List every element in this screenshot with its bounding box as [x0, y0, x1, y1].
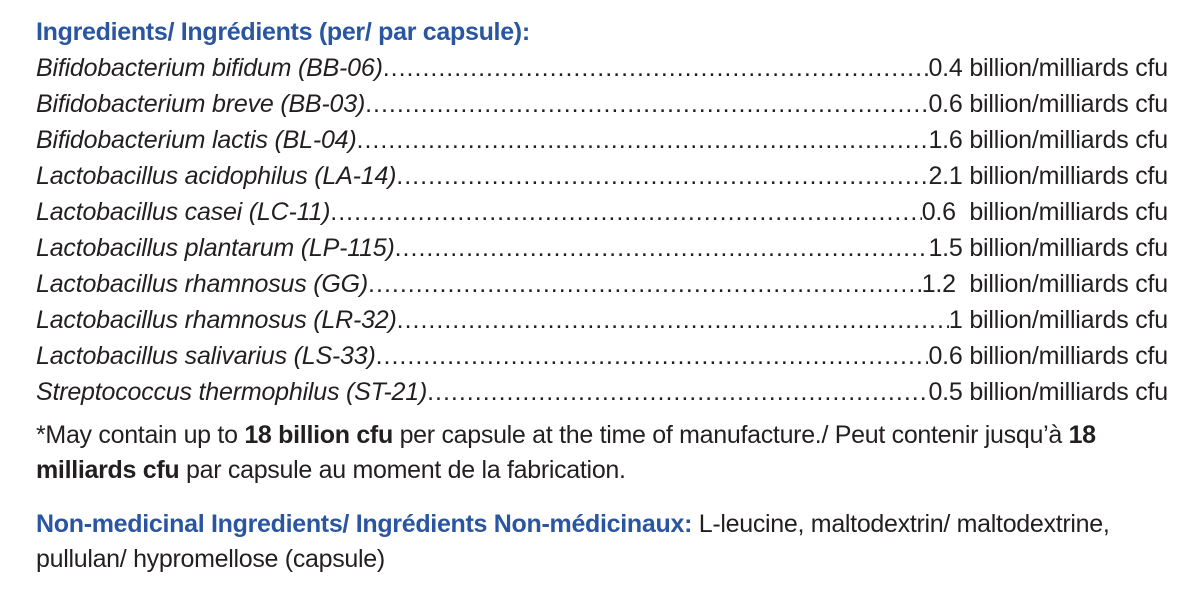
non-medicinal-ingredients: Non-medicinal Ingredients/ Ingrédients N…	[36, 507, 1168, 577]
footnote-text: par capsule au moment de la fabrication.	[179, 456, 626, 484]
footnote: *May contain up to 18 billion cfu per ca…	[36, 418, 1168, 488]
ingredients-panel: Ingredients/ Ingrédients (per/ par capsu…	[36, 14, 1168, 577]
ingredient-amount: 1.6 billion/milliards cfu	[928, 126, 1168, 154]
ingredient-name: Bifidobacterium breve (BB-03)	[36, 90, 366, 118]
footnote-text: *May contain up to	[36, 421, 245, 449]
ingredient-name: Lactobacillus rhamnosus (LR-32)	[36, 306, 397, 334]
ingredient-amount: 2.1 billion/milliards cfu	[928, 162, 1168, 190]
dot-leader	[376, 338, 929, 374]
non-medicinal-text: L-leucine, maltodextrin/ maltodextrine, …	[36, 510, 1110, 573]
ingredient-amount: 0.4 billion/milliards cfu	[928, 54, 1168, 82]
dot-leader	[397, 302, 949, 338]
ingredient-row: Lactobacillus casei (LC-11) 0.6 billion/m…	[36, 194, 1168, 230]
ingredients-heading: Ingredients/ Ingrédients (per/ par capsu…	[36, 18, 530, 46]
dot-leader	[357, 122, 929, 158]
ingredient-amount: 1.2 billion/milliards cfu	[921, 270, 1168, 298]
ingredient-row: Bifidobacterium bifidum (BB-06) 0.4 billi…	[36, 50, 1168, 86]
ingredient-name: Streptococcus thermophilus (ST-21)	[36, 378, 428, 406]
ingredient-row: Bifidobacterium lactis (BL-04) 1.6 billio…	[36, 122, 1168, 158]
ingredient-amount: 0.6 billion/milliards cfu	[921, 198, 1168, 226]
dot-leader	[365, 86, 928, 122]
footnote-bold: 18 milliards cfu	[36, 421, 1096, 484]
ingredient-row: Lactobacillus acidophilus (LA-14) 2.1 bil…	[36, 158, 1168, 194]
ingredients-list: Bifidobacterium bifidum (BB-06) 0.4 billi…	[36, 50, 1168, 410]
ingredient-amount: 0.5 billion/milliards cfu	[928, 378, 1168, 406]
dot-leader	[396, 158, 928, 194]
ingredient-row: Bifidobacterium breve (BB-03) 0.6 billion…	[36, 86, 1168, 122]
ingredient-name: Bifidobacterium lactis (BL-04)	[36, 126, 357, 154]
ingredient-row: Lactobacillus rhamnosus (LR-32) 1 billion…	[36, 302, 1168, 338]
ingredient-name: Bifidobacterium bifidum (BB-06)	[36, 54, 383, 82]
ingredient-amount: 1.5 billion/milliards cfu	[928, 234, 1168, 262]
ingredient-name: Lactobacillus plantarum (LP-115)	[36, 234, 395, 262]
dot-leader	[395, 230, 929, 266]
ingredient-amount: 0.6 billion/milliards cfu	[928, 90, 1168, 118]
footnote-bold: 18 billion cfu	[244, 421, 393, 449]
ingredient-row: Lactobacillus plantarum (LP-115) 1.5 bill…	[36, 230, 1168, 266]
dot-leader	[383, 50, 929, 86]
dot-leader	[427, 374, 928, 410]
ingredient-row: Streptococcus thermophilus (ST-21) 0.5 bi…	[36, 374, 1168, 410]
non-medicinal-label: Non-medicinal Ingredients/ Ingrédients N…	[36, 510, 693, 538]
dot-leader	[330, 194, 921, 230]
ingredient-amount: 1 billion/milliards cfu	[948, 306, 1168, 334]
ingredient-amount: 0.6 billion/milliards cfu	[928, 342, 1168, 370]
ingredient-name: Lactobacillus rhamnosus (GG)	[36, 270, 369, 298]
dot-leader	[368, 266, 922, 302]
ingredient-name: Lactobacillus acidophilus (LA-14)	[36, 162, 397, 190]
ingredient-row: Lactobacillus rhamnosus (GG) 1.2 billion/…	[36, 266, 1168, 302]
footnote-text: per capsule at the time of manufacture./…	[392, 421, 1069, 449]
ingredient-name: Lactobacillus salivarius (LS-33)	[36, 342, 376, 370]
ingredient-name: Lactobacillus casei (LC-11)	[36, 198, 331, 226]
ingredient-row: Lactobacillus salivarius (LS-33) 0.6 bill…	[36, 338, 1168, 374]
